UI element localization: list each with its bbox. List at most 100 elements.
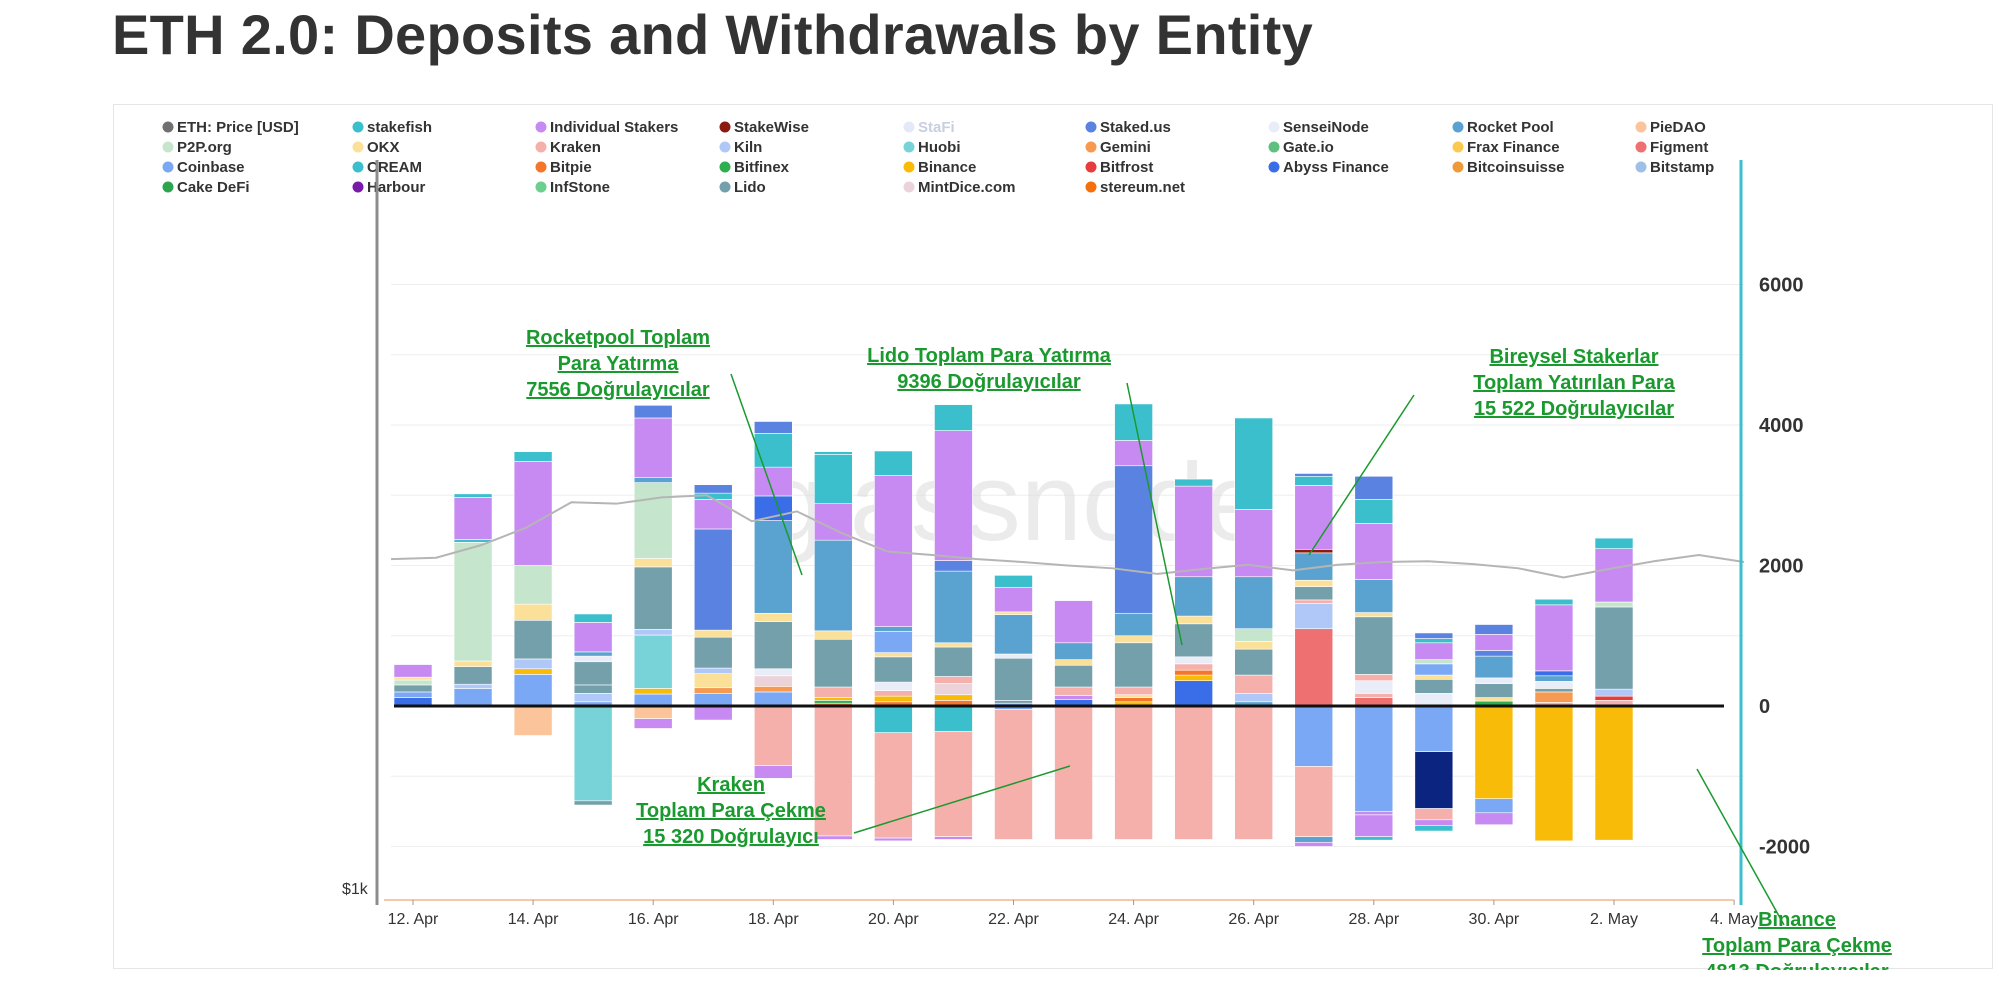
bar-segment[interactable] — [1354, 680, 1394, 694]
bar-segment[interactable] — [633, 718, 673, 729]
bar-segment[interactable] — [1354, 612, 1394, 618]
legend-item[interactable]: Bitstamp — [1650, 159, 1714, 176]
bar-segment[interactable] — [753, 466, 793, 497]
legend-item[interactable]: Harbour — [367, 179, 426, 196]
bar-segment[interactable] — [874, 631, 913, 653]
bar-segment[interactable] — [874, 732, 913, 839]
bar-segment[interactable] — [814, 705, 853, 837]
bar-segment[interactable] — [994, 653, 1033, 659]
legend-item[interactable]: Gemini — [1100, 139, 1151, 156]
bar-segment[interactable] — [753, 675, 793, 687]
bar-segment[interactable] — [1354, 705, 1394, 812]
bar-segment[interactable] — [1594, 695, 1634, 701]
bar-segment[interactable] — [1354, 499, 1394, 524]
bar-segment[interactable] — [513, 674, 553, 707]
bar-segment[interactable] — [1594, 606, 1634, 690]
legend-item[interactable]: Bitcoinsuisse — [1467, 159, 1565, 176]
bar-segment[interactable] — [1414, 705, 1454, 752]
bar-segment[interactable] — [693, 693, 733, 707]
bar-segment[interactable] — [1474, 655, 1514, 679]
bar-segment[interactable] — [874, 681, 913, 691]
bar-segment[interactable] — [1594, 705, 1634, 841]
bar-segment[interactable] — [693, 636, 733, 669]
bar-segment[interactable] — [693, 484, 733, 494]
bar-segment[interactable] — [1234, 705, 1273, 840]
bar-segment[interactable] — [513, 658, 553, 670]
bar-segment[interactable] — [1054, 642, 1093, 660]
bar-segment[interactable] — [1294, 599, 1334, 604]
bar-segment[interactable] — [393, 679, 433, 686]
bar-segment[interactable] — [393, 676, 433, 681]
bar-stack[interactable] — [1174, 478, 1213, 840]
bar-segment[interactable] — [1534, 670, 1574, 677]
bar-stack[interactable] — [814, 451, 853, 840]
bar-segment[interactable] — [453, 683, 493, 689]
bar-segment[interactable] — [633, 705, 673, 719]
bar-segment[interactable] — [1234, 576, 1273, 630]
legend-item[interactable]: Staked.us — [1100, 119, 1171, 136]
bar-segment[interactable] — [753, 433, 793, 468]
bar-segment[interactable] — [693, 499, 733, 530]
bar-segment[interactable] — [1114, 612, 1153, 637]
bar-segment[interactable] — [1294, 473, 1334, 477]
bar-segment[interactable] — [1114, 403, 1153, 441]
bar-segment[interactable] — [1114, 465, 1153, 614]
bar-segment[interactable] — [1474, 677, 1514, 684]
bar-segment[interactable] — [753, 686, 793, 693]
bar-segment[interactable] — [1354, 616, 1394, 675]
legend-item[interactable]: InfStone — [550, 179, 610, 196]
bar-segment[interactable] — [1594, 688, 1634, 697]
bar-segment[interactable] — [1114, 694, 1153, 698]
bar-segment[interactable] — [753, 621, 793, 670]
bar-segment[interactable] — [453, 666, 493, 685]
bar-segment[interactable] — [1354, 693, 1394, 698]
bar-stack[interactable] — [693, 484, 733, 721]
bar-segment[interactable] — [1294, 579, 1334, 587]
bar-segment[interactable] — [1474, 624, 1514, 635]
bar-segment[interactable] — [513, 705, 553, 736]
bar-segment[interactable] — [1414, 663, 1454, 676]
bar-segment[interactable] — [934, 646, 973, 677]
bar-segment[interactable] — [1594, 601, 1634, 608]
bar-segment[interactable] — [1474, 697, 1514, 702]
bar-segment[interactable] — [693, 667, 733, 674]
bar-segment[interactable] — [874, 705, 913, 733]
bar-segment[interactable] — [1294, 841, 1334, 847]
legend-item[interactable]: Bitpie — [550, 159, 592, 176]
bar-segment[interactable] — [814, 686, 853, 698]
bar-stack[interactable] — [994, 575, 1033, 840]
bar-segment[interactable] — [393, 664, 433, 678]
bar-segment[interactable] — [1354, 836, 1394, 841]
bar-segment[interactable] — [573, 705, 613, 802]
bar-segment[interactable] — [633, 417, 673, 478]
bar-segment[interactable] — [1294, 628, 1334, 707]
bar-segment[interactable] — [1174, 656, 1213, 665]
legend-item[interactable]: Abyss Finance — [1283, 159, 1389, 176]
bar-segment[interactable] — [513, 451, 553, 462]
legend-item[interactable]: Frax Finance — [1467, 139, 1560, 156]
bar-segment[interactable] — [1174, 615, 1213, 625]
bar-segment[interactable] — [1534, 604, 1574, 672]
bar-segment[interactable] — [1414, 819, 1454, 826]
bar-stack[interactable] — [1234, 417, 1273, 840]
bar-segment[interactable] — [753, 691, 793, 707]
bar-segment[interactable] — [633, 482, 673, 559]
bar-segment[interactable] — [1054, 705, 1093, 840]
bar-stack[interactable] — [874, 450, 913, 842]
legend-item[interactable]: stereum.net — [1100, 179, 1185, 196]
legend-item[interactable]: stakefish — [367, 119, 432, 136]
bar-segment[interactable] — [1054, 695, 1093, 700]
bar-segment[interactable] — [814, 539, 853, 632]
bar-segment[interactable] — [453, 688, 493, 707]
bar-segment[interactable] — [753, 520, 793, 614]
legend-item[interactable]: P2P.org — [177, 139, 232, 156]
bar-segment[interactable] — [994, 700, 1033, 704]
bar-segment[interactable] — [934, 404, 973, 431]
bar-segment[interactable] — [1474, 634, 1514, 651]
bar-segment[interactable] — [1414, 825, 1454, 832]
bar-segment[interactable] — [453, 539, 493, 543]
legend-item[interactable]: Bitfrost — [1100, 159, 1153, 176]
bar-segment[interactable] — [1354, 475, 1394, 500]
bar-segment[interactable] — [934, 642, 973, 648]
bar-segment[interactable] — [633, 566, 673, 630]
